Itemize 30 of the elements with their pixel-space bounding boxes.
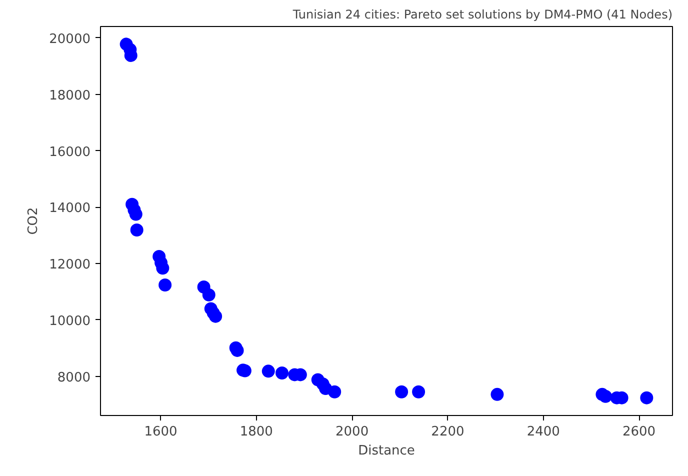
point [640,391,654,404]
y-tick-label: 12000 [49,258,91,273]
point [202,288,216,302]
x-axis-title: Distance [358,444,415,458]
point [262,364,275,378]
point [395,385,408,398]
x-tick-label: 2400 [526,424,560,440]
y-axis-title: CO2 [26,207,42,235]
x-tick-label: 1600 [144,424,178,440]
y-tick-label: 8000 [57,370,91,386]
x-tick-label: 2600 [622,424,656,440]
y-tick-label: 18000 [49,88,91,104]
point [129,208,142,221]
point [276,366,288,380]
point [130,224,144,237]
point [209,310,222,323]
chart-title: Tunisian 24 cities: Pareto set solutions by DM4-PMO (41 Nodes) [292,8,672,22]
y-tick-label: 14000 [49,201,91,216]
x-tick-label: 1800 [240,424,273,440]
point [412,385,426,398]
point [156,262,170,275]
y-tick-label: 20000 [49,32,91,47]
y-tick-label: 16000 [49,144,91,160]
x-tick-label: 2000 [336,424,369,440]
y-tick-label: 10000 [49,314,91,329]
point [490,388,504,401]
point [328,385,342,398]
x-tick-label: 2200 [431,424,464,440]
point [158,278,172,292]
point [599,390,612,403]
